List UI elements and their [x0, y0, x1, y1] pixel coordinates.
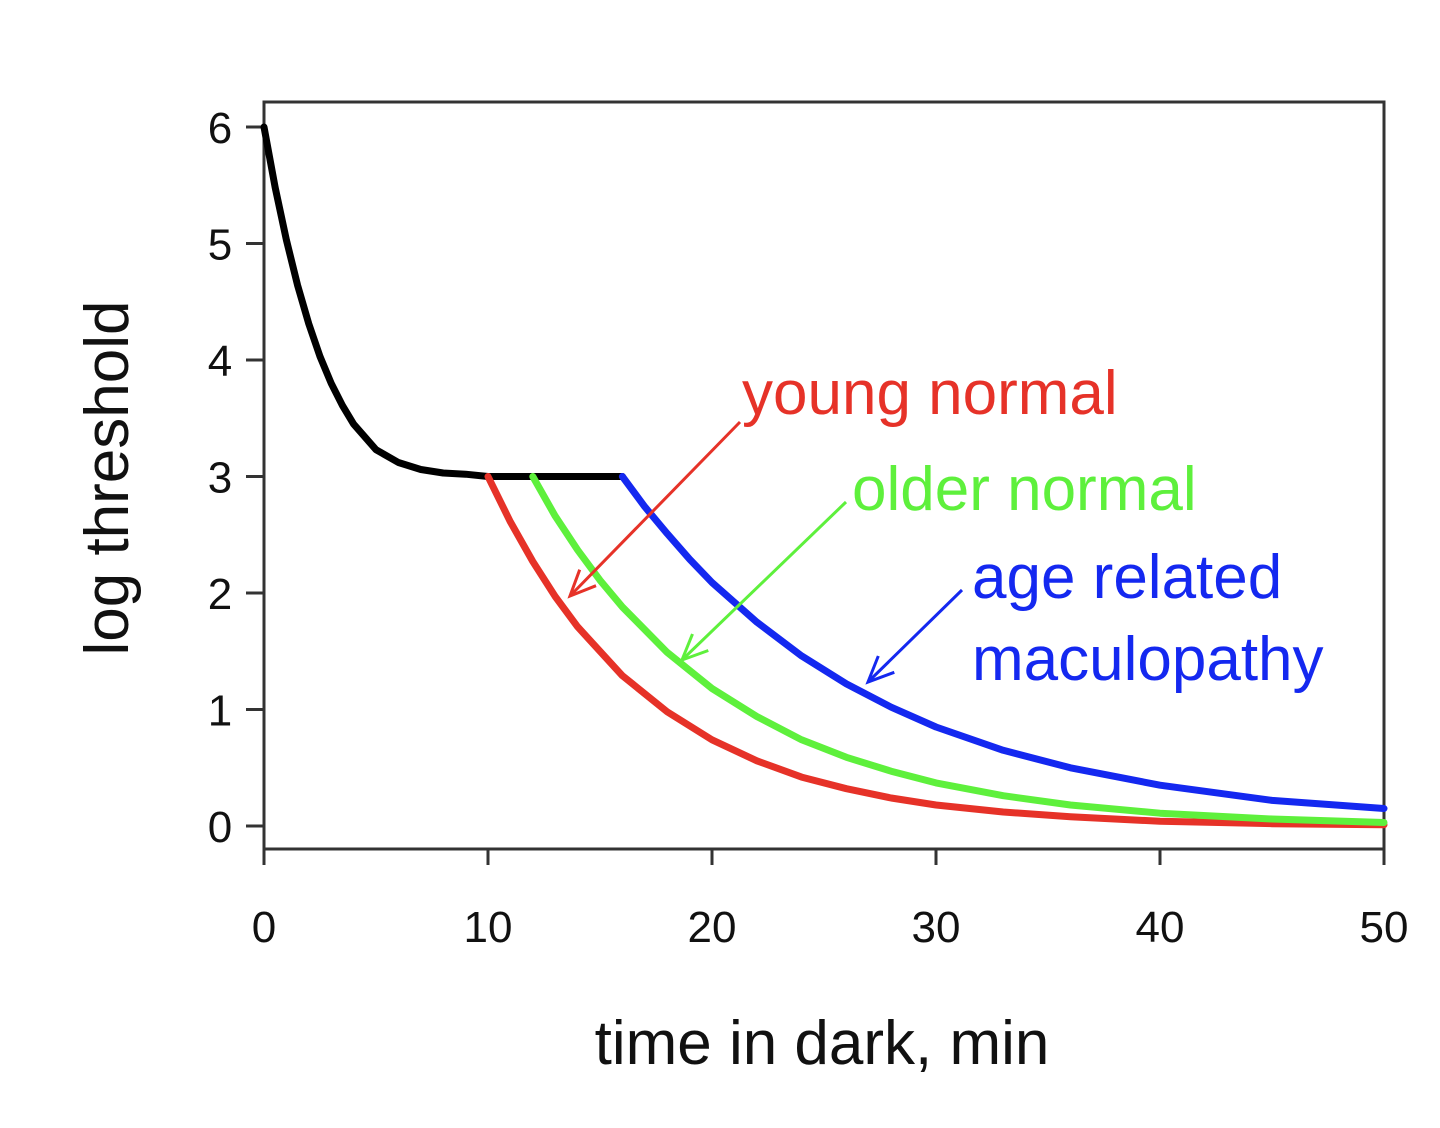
x-tick-label: 50	[1360, 903, 1409, 952]
y-axis-label: log threshold	[73, 300, 142, 655]
series-line-3	[618, 473, 1388, 812]
y-tick-label: 4	[208, 337, 232, 386]
y-tick-label: 3	[208, 454, 232, 503]
annotation-layer: young normal older normal age related macul…	[567, 359, 1324, 694]
annotation-arrow-head	[567, 569, 597, 599]
annotation-label: older normal	[852, 455, 1197, 524]
annotation-label: maculopathy	[972, 625, 1324, 694]
annotation-arrow-head	[679, 633, 709, 663]
y-tick-label: 5	[208, 221, 232, 270]
plot-frame	[262, 100, 1386, 851]
y-axis: 0 1 2 3 4 5 6	[208, 104, 264, 852]
y-tick-label: 2	[208, 570, 232, 619]
series-line-1	[484, 473, 1388, 829]
y-tick-label: 1	[208, 687, 232, 736]
series-line-2	[529, 473, 1388, 826]
annotation-arrow-shaft	[568, 420, 742, 598]
y-tick-label: 6	[208, 104, 232, 153]
x-tick-label: 30	[912, 903, 961, 952]
x-axis: 0 10 20 30 40 50	[252, 849, 1409, 952]
series-line-0	[260, 123, 626, 480]
x-tick-label: 0	[252, 903, 276, 952]
x-tick-label: 10	[464, 903, 513, 952]
annotation-arrow-shaft	[680, 500, 848, 662]
x-tick-label: 20	[688, 903, 737, 952]
series-layer	[260, 123, 1388, 829]
y-tick-label: 0	[208, 803, 232, 852]
annotation-arrow-shaft	[866, 588, 964, 684]
annotation-label: age related	[972, 543, 1282, 612]
x-axis-label: time in dark, min	[595, 1009, 1050, 1078]
annotation-label: young normal	[742, 359, 1118, 428]
x-tick-label: 40	[1136, 903, 1185, 952]
annotation-arrow-head	[865, 655, 895, 685]
